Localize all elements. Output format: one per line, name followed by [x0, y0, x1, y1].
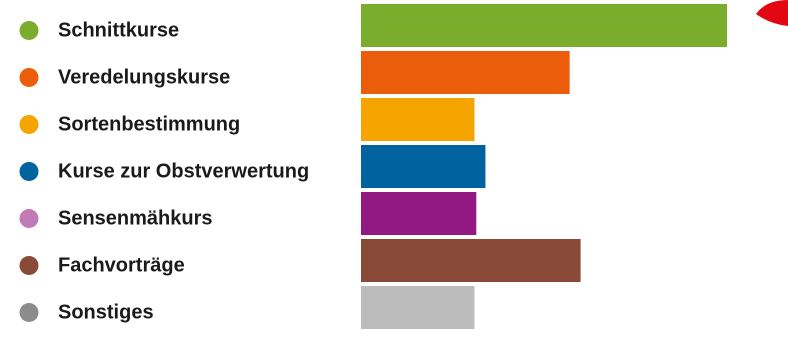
legend-label-sortenbestimmung: Sortenbestimmung [58, 114, 240, 136]
legend-marker-kurse-zur-obstverwertung [19, 162, 39, 181]
legend-marker-sensenmaehkurs [19, 209, 39, 228]
bar-sensenmaehkurs [361, 192, 477, 235]
bar-sonstiges [361, 286, 475, 329]
legend-marker-schnittkurse [19, 21, 39, 40]
legend-label-sonstiges: Sonstiges [58, 302, 154, 324]
legend: Schnittkurse Veredelungskurse Sortenbestim… [19, 20, 309, 324]
bars [361, 4, 727, 329]
legend-label-veredelungskurse: Veredelungskurse [58, 67, 230, 89]
bar-sortenbestimmung [361, 98, 475, 141]
legend-marker-sonstiges [19, 303, 39, 322]
legend-label-fachvortraege: Fachvorträge [58, 255, 185, 277]
legend-marker-veredelungskurse [19, 68, 39, 87]
decorative-red-shape [756, 0, 788, 26]
legend-label-sensenmaehkurs: Sensenmähkurs [58, 208, 213, 230]
legend-marker-sortenbestimmung [19, 115, 39, 134]
legend-marker-fachvortraege [19, 256, 39, 275]
legend-label-kurse-zur-obstverwertung: Kurse zur Obstverwertung [58, 161, 309, 183]
bar-schnittkurse [361, 4, 727, 47]
bar-fachvortraege [361, 239, 581, 282]
bar-veredelungskurse [361, 51, 570, 94]
bar-kurse-zur-obstverwertung [361, 145, 486, 188]
legend-label-schnittkurse: Schnittkurse [58, 20, 179, 42]
